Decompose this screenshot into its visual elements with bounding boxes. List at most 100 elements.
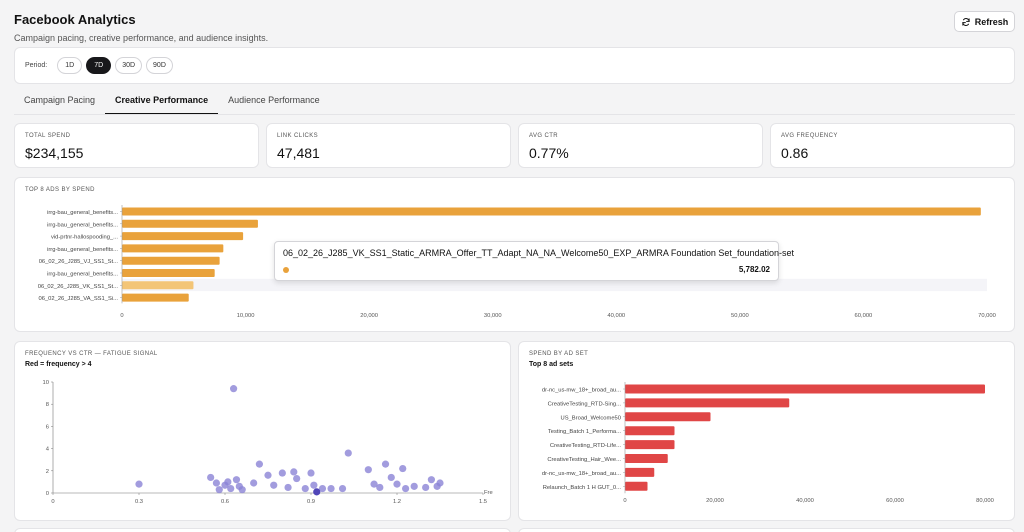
bar-category-label: irrg-bau_general_benefits... bbox=[47, 272, 118, 278]
x-tick-label: 0 bbox=[623, 498, 626, 504]
x-tick-label: 10,000 bbox=[237, 313, 255, 319]
scatter-point bbox=[250, 479, 258, 487]
bar-category-label: CreativeTesting_RTD-Life... bbox=[550, 443, 621, 449]
x-tick-label: 30,000 bbox=[484, 313, 502, 319]
scatter-point-highlight bbox=[313, 488, 321, 496]
scatter-point bbox=[344, 449, 352, 457]
scatter-point bbox=[427, 476, 435, 484]
scatter-point bbox=[370, 480, 378, 488]
bar-category-label: CreativeTesting_RTD-Sing... bbox=[548, 401, 622, 407]
page-title: Facebook Analytics bbox=[14, 12, 136, 27]
refresh-icon bbox=[962, 17, 970, 26]
x-tick-label: 40,000 bbox=[607, 313, 625, 319]
scatter-point bbox=[238, 486, 246, 494]
bottom-card-right bbox=[518, 528, 1015, 532]
period-90d-button[interactable]: 90D bbox=[146, 57, 173, 74]
x-tick-label: 20,000 bbox=[360, 313, 378, 319]
bar-category-label: Relaunch_Batch 1 H GUT_0... bbox=[543, 485, 622, 491]
scatter-point bbox=[293, 474, 301, 483]
scatter-point bbox=[376, 483, 384, 492]
scatter-point bbox=[307, 469, 315, 477]
adset-subtitle: Top 8 ad sets bbox=[529, 361, 574, 368]
tab-creative-performance[interactable]: Creative Performance bbox=[105, 95, 219, 114]
scatter-point bbox=[232, 476, 241, 484]
kpi-avg-frequency: AVG FREQUENCY 0.86 bbox=[770, 123, 1015, 168]
x-tick-label: 80,000 bbox=[976, 498, 994, 504]
kpi-link-clicks: LINK CLICKS 47,481 bbox=[266, 123, 511, 168]
kpi-total-spend: TOTAL SPEND $234,155 bbox=[14, 123, 259, 168]
refresh-button[interactable]: Refresh bbox=[954, 11, 1015, 32]
period-label: Period: bbox=[25, 62, 48, 69]
scatter-point bbox=[410, 482, 418, 490]
bar-category-label: 06_02_26_J285_VJ_SS1_St... bbox=[39, 259, 119, 265]
top-ads-title: TOP 8 ADS BY SPEND bbox=[25, 187, 95, 193]
page-subtitle: Campaign pacing, creative performance, a… bbox=[14, 33, 269, 43]
top-ads-chart: irrg-bau_general_benefits... irrg-bau_gen… bbox=[38, 205, 996, 319]
x-tick-label: 0.3 bbox=[135, 499, 143, 505]
kpi-label: AVG FREQUENCY bbox=[781, 133, 838, 139]
x-tick-label: 1.2 bbox=[393, 499, 401, 505]
bar bbox=[625, 412, 711, 422]
bar-category-label: 06_02_26_J285_VK_SS1_St... bbox=[38, 284, 119, 290]
y-tick-label: 2 bbox=[46, 469, 49, 475]
bar-category-label: irrg-bau_general_benefits... bbox=[47, 222, 118, 228]
y-tick-label: 0 bbox=[46, 491, 49, 497]
kpi-label: TOTAL SPEND bbox=[25, 133, 71, 139]
x-tick-label: 0 bbox=[51, 499, 54, 505]
fatigue-title: FREQUENCY VS CTR — FATIGUE SIGNAL bbox=[25, 351, 158, 357]
bar bbox=[625, 467, 655, 477]
y-tick-label: 10 bbox=[43, 380, 49, 386]
x-axis-label: Fre bbox=[484, 490, 493, 496]
x-tick-label: 60,000 bbox=[855, 313, 873, 319]
tab-campaign-pacing[interactable]: Campaign Pacing bbox=[24, 95, 96, 105]
x-tick-label: 0 bbox=[120, 313, 123, 319]
scatter-point bbox=[399, 464, 407, 473]
bar bbox=[625, 440, 675, 450]
scatter-point bbox=[327, 484, 335, 493]
scatter-point bbox=[255, 460, 263, 468]
scatter-point bbox=[224, 478, 232, 486]
period-1d-button[interactable]: 1D bbox=[57, 57, 83, 74]
scatter-point bbox=[422, 483, 430, 492]
bar-category-label: dr-nc_us-mw_18+_broad_au... bbox=[542, 471, 621, 477]
scatter-point bbox=[207, 473, 215, 482]
scatter-point bbox=[381, 460, 390, 468]
scatter-point bbox=[278, 469, 286, 477]
scatter-point bbox=[436, 479, 444, 487]
bar-category-label: vid-prtnr-hallospooding_... bbox=[51, 235, 118, 241]
bar-category-label: Testing_Batch 1_Performa... bbox=[548, 429, 622, 435]
kpi-label: LINK CLICKS bbox=[277, 133, 319, 139]
bar bbox=[625, 454, 668, 463]
scatter-point bbox=[227, 484, 235, 493]
scatter-point bbox=[135, 480, 143, 488]
tab-audience-performance[interactable]: Audience Performance bbox=[228, 95, 320, 105]
scatter-point bbox=[402, 484, 410, 493]
scatter-point bbox=[338, 484, 347, 493]
x-tick-label: 1.5 bbox=[479, 499, 487, 505]
bar-category-label: CreativeTesting_Hair_Wee... bbox=[547, 457, 621, 463]
bottom-card-left bbox=[14, 528, 511, 532]
bar bbox=[625, 384, 985, 394]
bar-category-label: irrg-bau_general_benefits... bbox=[47, 210, 118, 216]
fatigue-chart: 0 2 4 6 8 10 0 0.3 0.6 0.9 1.2 1.5 Fre bbox=[43, 380, 493, 505]
adset-chart: dr-nc_us-mw_18+_broad_au... CreativeTesti… bbox=[542, 382, 994, 504]
scatter-point bbox=[284, 483, 292, 492]
scatter-point bbox=[310, 481, 318, 489]
x-tick-label: 0.6 bbox=[221, 499, 229, 505]
x-tick-label: 50,000 bbox=[731, 313, 749, 319]
period-7d-button[interactable]: 7D bbox=[86, 57, 112, 74]
kpi-value: 0.77% bbox=[529, 145, 569, 161]
scatter-point bbox=[393, 480, 401, 488]
fatigue-card: FREQUENCY VS CTR — FATIGUE SIGNAL Red = … bbox=[14, 341, 511, 521]
adset-title: SPEND BY AD SET bbox=[529, 351, 589, 357]
page-header: Facebook Analytics Campaign pacing, crea… bbox=[14, 12, 268, 43]
adset-card: SPEND BY AD SET Top 8 ad sets bbox=[518, 341, 1015, 521]
bar bbox=[625, 398, 790, 408]
x-tick-label: 40,000 bbox=[796, 498, 814, 504]
scatter-point bbox=[301, 484, 309, 493]
period-30d-button[interactable]: 30D bbox=[115, 57, 143, 74]
bar bbox=[122, 269, 215, 277]
scatter-point bbox=[230, 385, 238, 393]
bar-category-label: irrg-bau_general_benefits... bbox=[47, 247, 118, 253]
bar-category-label: dr-nc_us-mw_18+_broad_au... bbox=[542, 388, 621, 394]
